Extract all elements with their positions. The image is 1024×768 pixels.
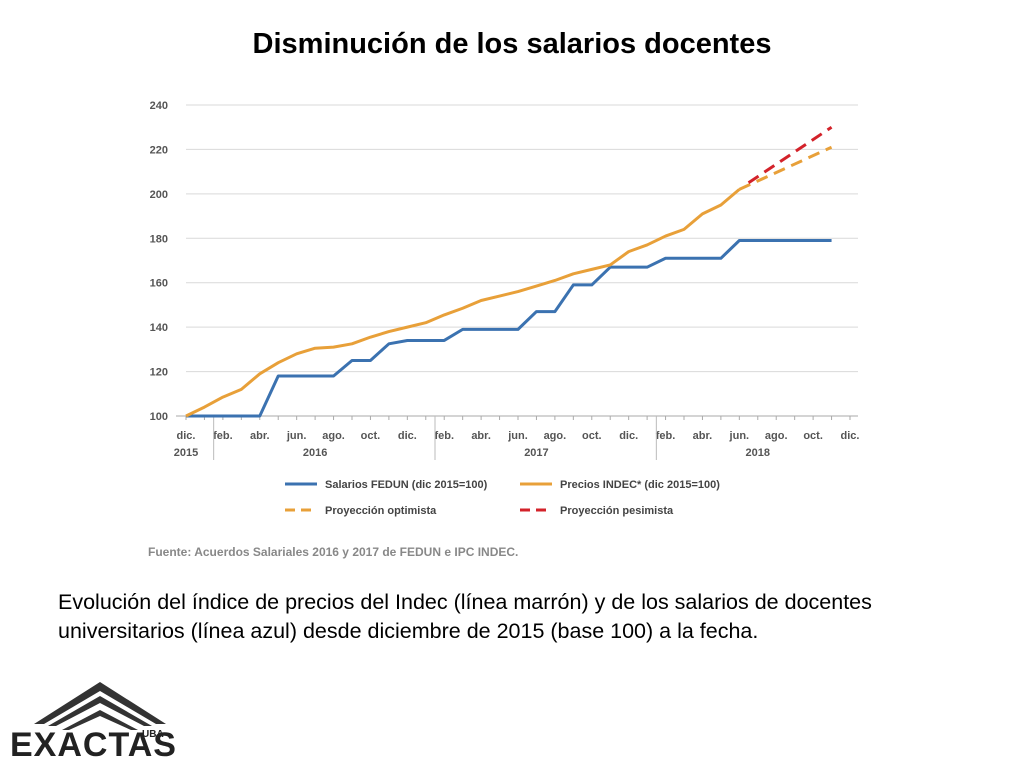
year-label: 2015: [174, 447, 198, 459]
x-tick-label: oct.: [361, 430, 381, 442]
x-tick-label: oct.: [803, 430, 823, 442]
x-tick-label: jun.: [507, 430, 528, 442]
series-line: [747, 125, 833, 184]
logo-word: EXACTAS: [10, 726, 177, 764]
year-label: 2018: [746, 447, 770, 459]
legend-label: Salarios FEDUN (dic 2015=100): [325, 479, 488, 491]
x-tick-label: dic.: [398, 430, 417, 442]
y-tick-label: 100: [150, 411, 168, 423]
x-tick-label: abr.: [471, 430, 491, 442]
y-tick-label: 220: [150, 144, 168, 156]
x-tick-label: ago.: [765, 430, 788, 442]
y-tick-label: 160: [150, 278, 168, 290]
logo-sub: UBA: [142, 729, 164, 740]
slide-caption: Evolución del índice de precios del Inde…: [58, 590, 872, 643]
x-tick-label: feb.: [213, 430, 233, 442]
y-tick-label: 120: [150, 367, 168, 379]
slide-title: Disminución de los salarios docentes: [252, 28, 772, 60]
x-tick-label: ago.: [322, 430, 345, 442]
x-tick-label: jun.: [729, 430, 750, 442]
legend-label: Proyección optimista: [325, 505, 437, 517]
x-tick-label: dic.: [619, 430, 638, 442]
x-tick-label: dic.: [177, 430, 196, 442]
series-line: [186, 239, 832, 418]
year-label: 2016: [303, 447, 327, 459]
x-tick-label: oct.: [582, 430, 602, 442]
roof-logo-icon: [34, 682, 166, 730]
series-line: [738, 145, 833, 191]
x-tick-label: abr.: [250, 430, 270, 442]
x-tick-label: dic.: [841, 430, 860, 442]
line-chart: 100 120 140 160 180 200 220 240 dic. feb. abr. jun.…: [148, 100, 860, 559]
x-tick-label: abr.: [693, 430, 713, 442]
x-tick-label: ago.: [544, 430, 567, 442]
x-tick-label: feb.: [656, 430, 676, 442]
series-line: [185, 188, 741, 418]
legend-label: Proyección pesimista: [560, 505, 674, 517]
year-label: 2017: [524, 447, 548, 459]
x-tick-label: feb.: [434, 430, 454, 442]
y-tick-label: 140: [150, 322, 168, 334]
x-tick-label: jun.: [286, 430, 307, 442]
y-tick-label: 240: [150, 100, 168, 112]
legend-label: Precios INDEC* (dic 2015=100): [560, 479, 720, 491]
y-tick-label: 180: [150, 233, 168, 245]
y-tick-label: 200: [150, 189, 168, 201]
exactas-uba-logo: EXACTAS UBA: [10, 682, 176, 768]
source-note: Fuente: Acuerdos Salariales 2016 y 2017 …: [148, 545, 518, 559]
